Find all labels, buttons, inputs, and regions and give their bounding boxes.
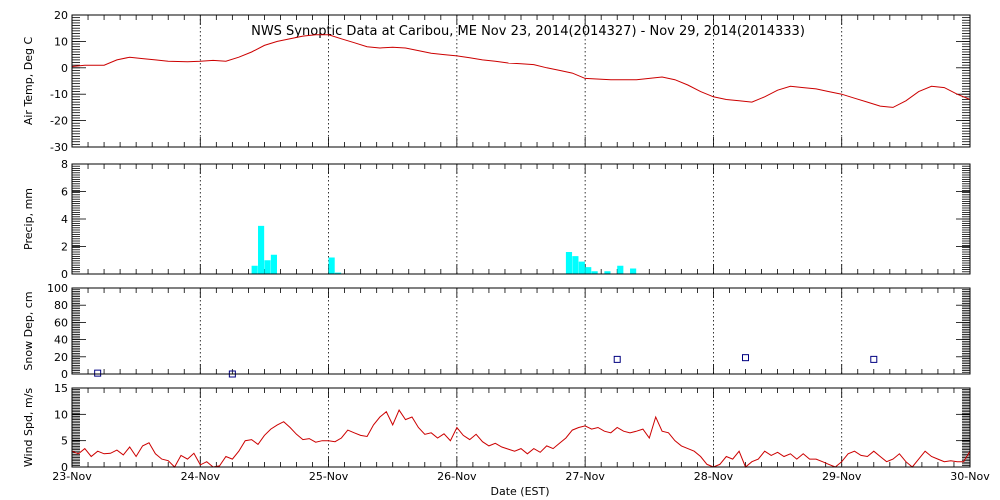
y-tick-label: 10 — [54, 408, 68, 421]
x-tick-label: 26-Nov — [437, 470, 477, 483]
y-tick-label: 5 — [61, 435, 68, 448]
x-tick-label: 28-Nov — [694, 470, 734, 483]
series-line — [71, 34, 971, 108]
y-axis-label: Wind Spd, m/s — [22, 388, 35, 468]
precip-bar — [258, 225, 265, 274]
x-tick-label: 29-Nov — [822, 470, 862, 483]
y-tick-label: 10 — [54, 35, 68, 48]
snow-point — [613, 355, 621, 363]
y-tick-label: 100 — [47, 282, 68, 295]
chart-title: NWS Synoptic Data at Caribou, ME Nov 23,… — [251, 24, 805, 39]
y-tick-label: 8 — [61, 158, 68, 171]
precip-bar — [604, 271, 611, 274]
y-tick-label: 6 — [61, 186, 68, 199]
y-tick-label: -30 — [50, 141, 68, 154]
x-axis-label: Date (EST) — [490, 485, 549, 498]
y-tick-label: -20 — [50, 115, 68, 128]
y-tick-label: 20 — [54, 9, 68, 22]
panel-4: 15 10 5 0 Wind Spd, m/s — [22, 382, 971, 474]
y-axis-label: Air Temp, Deg C — [22, 37, 35, 126]
precip-bar — [617, 265, 624, 274]
precip-bar — [334, 272, 342, 274]
y-tick-label: 0 — [61, 368, 68, 381]
x-tick-label: 24-Nov — [181, 470, 221, 483]
y-tick-label: 0 — [61, 268, 68, 281]
precip-bar — [585, 267, 592, 274]
precip-bar — [572, 256, 579, 274]
series-line — [71, 409, 971, 468]
y-axis-label: Snow Dep, cm — [22, 291, 35, 370]
panel-frame — [71, 163, 971, 275]
y-tick-label: 0 — [61, 62, 68, 75]
y-tick-label: 60 — [54, 316, 68, 329]
x-tick-label: 30-Nov — [950, 470, 990, 483]
precip-bar — [251, 265, 258, 274]
panel-frame — [71, 387, 971, 468]
x-tick-label: 27-Nov — [565, 470, 605, 483]
y-tick-label: 4 — [61, 213, 68, 226]
y-tick-label: 15 — [54, 382, 68, 395]
precip-bar — [264, 260, 271, 274]
precip-bar — [328, 257, 335, 274]
panel-frame — [71, 14, 971, 148]
y-tick-label: 0 — [61, 461, 68, 474]
y-tick-label: 80 — [54, 299, 68, 312]
panel-2: 8 6 4 2 0 Precip, mm — [22, 158, 971, 281]
precip-bar — [591, 271, 598, 274]
y-tick-label: 40 — [54, 334, 68, 347]
x-tick-label: 23-Nov — [52, 470, 92, 483]
y-tick-label: 20 — [54, 351, 68, 364]
x-tick-label: 25-Nov — [309, 470, 349, 483]
precip-bar — [578, 261, 585, 274]
panel-1: 20 10 0 -10 -20 -30 Air Temp, Deg C — [22, 9, 971, 154]
precip-bar — [565, 252, 573, 274]
y-axis-label: Precip, mm — [22, 188, 35, 250]
snow-point — [94, 369, 102, 377]
y-tick-label: -10 — [50, 88, 68, 101]
panel-3: 100 80 60 40 20 0 Snow Dep, cm — [22, 282, 971, 381]
snow-point — [870, 355, 878, 363]
snow-point — [742, 354, 749, 362]
y-tick-label: 2 — [61, 241, 68, 254]
precip-bar — [630, 268, 637, 274]
panel-frame — [71, 287, 971, 375]
precip-bar — [270, 254, 277, 274]
